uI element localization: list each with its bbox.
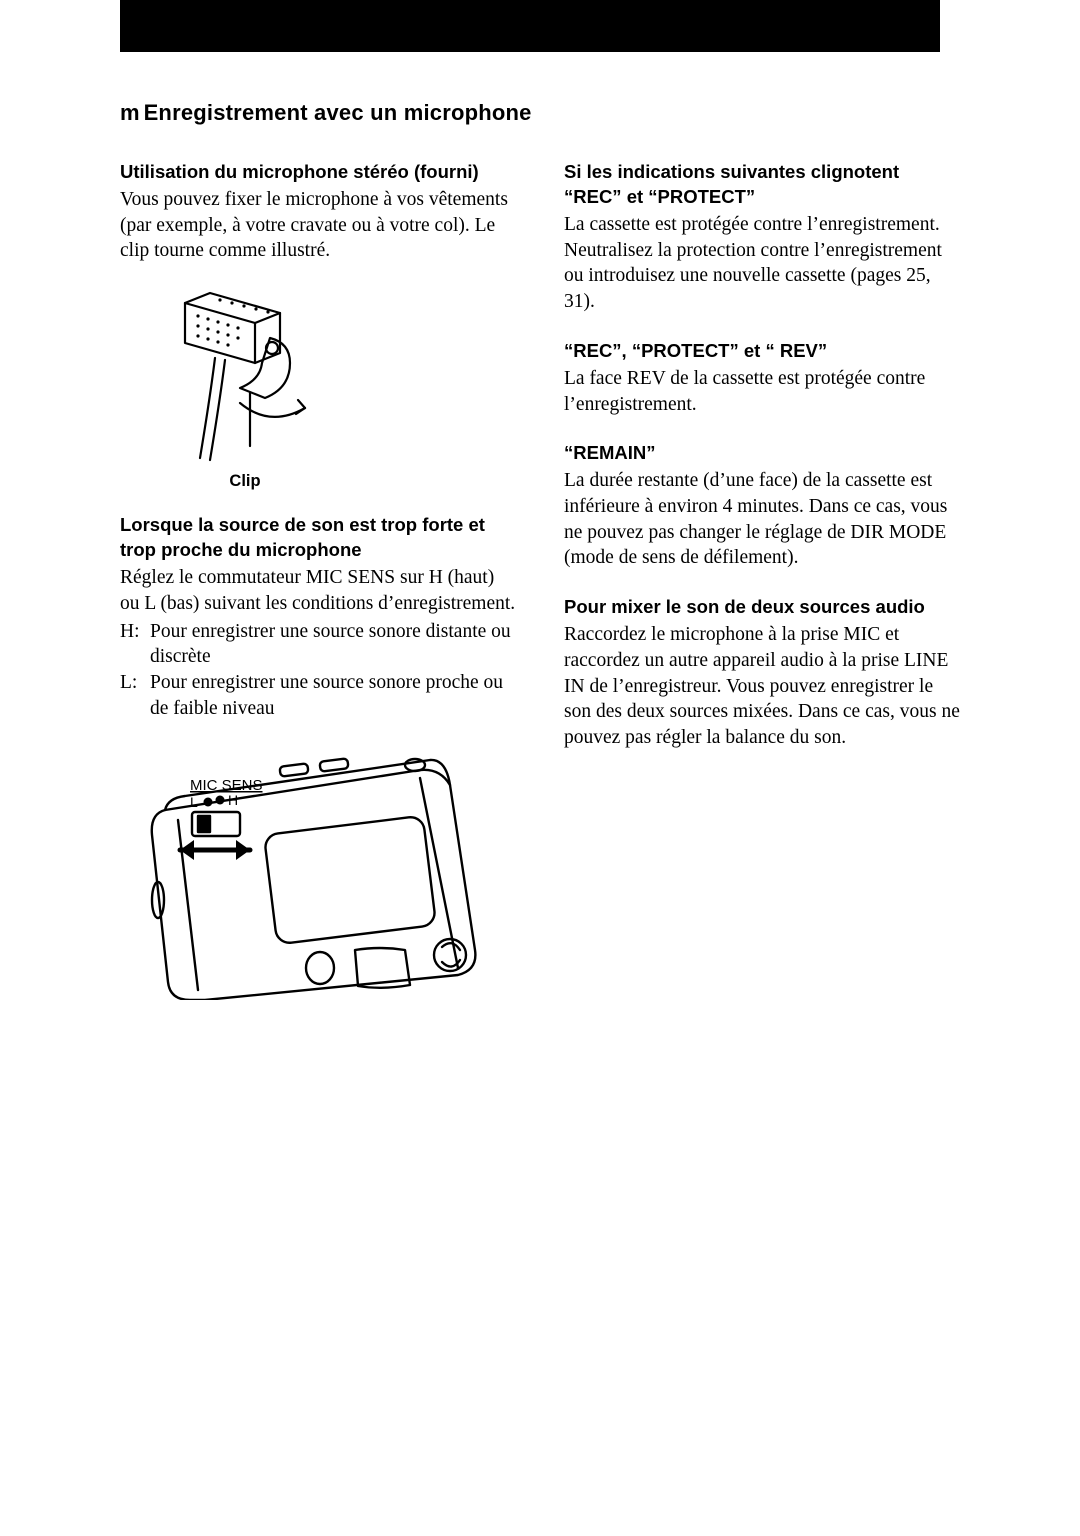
left-column: Utilisation du microphone stéréo (fourni… <box>120 160 516 1022</box>
list-item: H: Pour enregistrer une source sonore di… <box>120 619 516 670</box>
block-rec-protect-rev: “REC”, “PROTECT” et “ REV” La face REV d… <box>564 339 960 417</box>
block-stereo-mic: Utilisation du microphone stéréo (fourni… <box>120 160 516 264</box>
block-rec-protect: Si les indications suivantes clignotent … <box>564 160 960 315</box>
block-mic-sens: Lorsque la source de son est trop forte … <box>120 513 516 721</box>
list-key-h: H: <box>120 619 150 670</box>
section-title-text: Enregistrement avec un microphone <box>144 100 532 125</box>
mic-sens-list: H: Pour enregistrer une source sonore di… <box>120 619 516 722</box>
header-black-bar <box>120 0 940 52</box>
heading-rec-protect: Si les indications suivantes clignotent … <box>564 160 960 210</box>
heading-rec-protect-rev: “REC”, “PROTECT” et “ REV” <box>564 339 960 364</box>
body-mic-sens: Réglez le commutateur MIC SENS sur H (ha… <box>120 565 516 616</box>
svg-text:H: H <box>228 792 238 808</box>
heading-remain: “REMAIN” <box>564 441 960 466</box>
block-remain: “REMAIN” La durée restante (d’une face) … <box>564 441 960 571</box>
heading-mic-sens: Lorsque la source de son est trop forte … <box>120 513 516 563</box>
figure-clip-mic: Clip <box>120 288 516 491</box>
list-val-l: Pour enregistrer une source sonore proch… <box>150 670 516 721</box>
right-column: Si les indications suivantes clignotent … <box>564 160 960 1022</box>
svg-text:L: L <box>190 794 198 810</box>
clip-mic-illustration-icon <box>120 288 370 468</box>
body-stereo-mic: Vous pouvez fixer le microphone à vos vê… <box>120 187 516 264</box>
body-remain: La durée restante (d’une face) de la cas… <box>564 468 960 571</box>
list-val-h: Pour enregistrer une source sonore dista… <box>150 619 516 670</box>
section-title: mEnregistrement avec un microphone <box>120 100 960 126</box>
list-key-l: L: <box>120 670 150 721</box>
list-item: L: Pour enregistrer une source sonore pr… <box>120 670 516 721</box>
heading-mix-audio: Pour mixer le son de deux sources audio <box>564 595 960 620</box>
two-column-layout: Utilisation du microphone stéréo (fourni… <box>120 160 960 1022</box>
mic-sens-label: MIC SENS <box>190 777 263 794</box>
body-rec-protect-rev: La face REV de la cassette est protégée … <box>564 366 960 417</box>
recorder-illustration-icon: MIC SENS L H <box>120 750 500 1000</box>
heading-stereo-mic: Utilisation du microphone stéréo (fourni… <box>120 160 516 185</box>
figure-recorder: MIC SENS L H <box>120 750 516 1000</box>
continuation-marker-icon: m <box>120 100 138 125</box>
block-mix-audio: Pour mixer le son de deux sources audio … <box>564 595 960 751</box>
body-rec-protect: La cassette est protégée contre l’enregi… <box>564 212 960 315</box>
page-content: mEnregistrement avec un microphone Utili… <box>120 100 960 1022</box>
body-mix-audio: Raccordez le microphone à la prise MIC e… <box>564 622 960 751</box>
figure-clip-caption: Clip <box>145 472 345 491</box>
